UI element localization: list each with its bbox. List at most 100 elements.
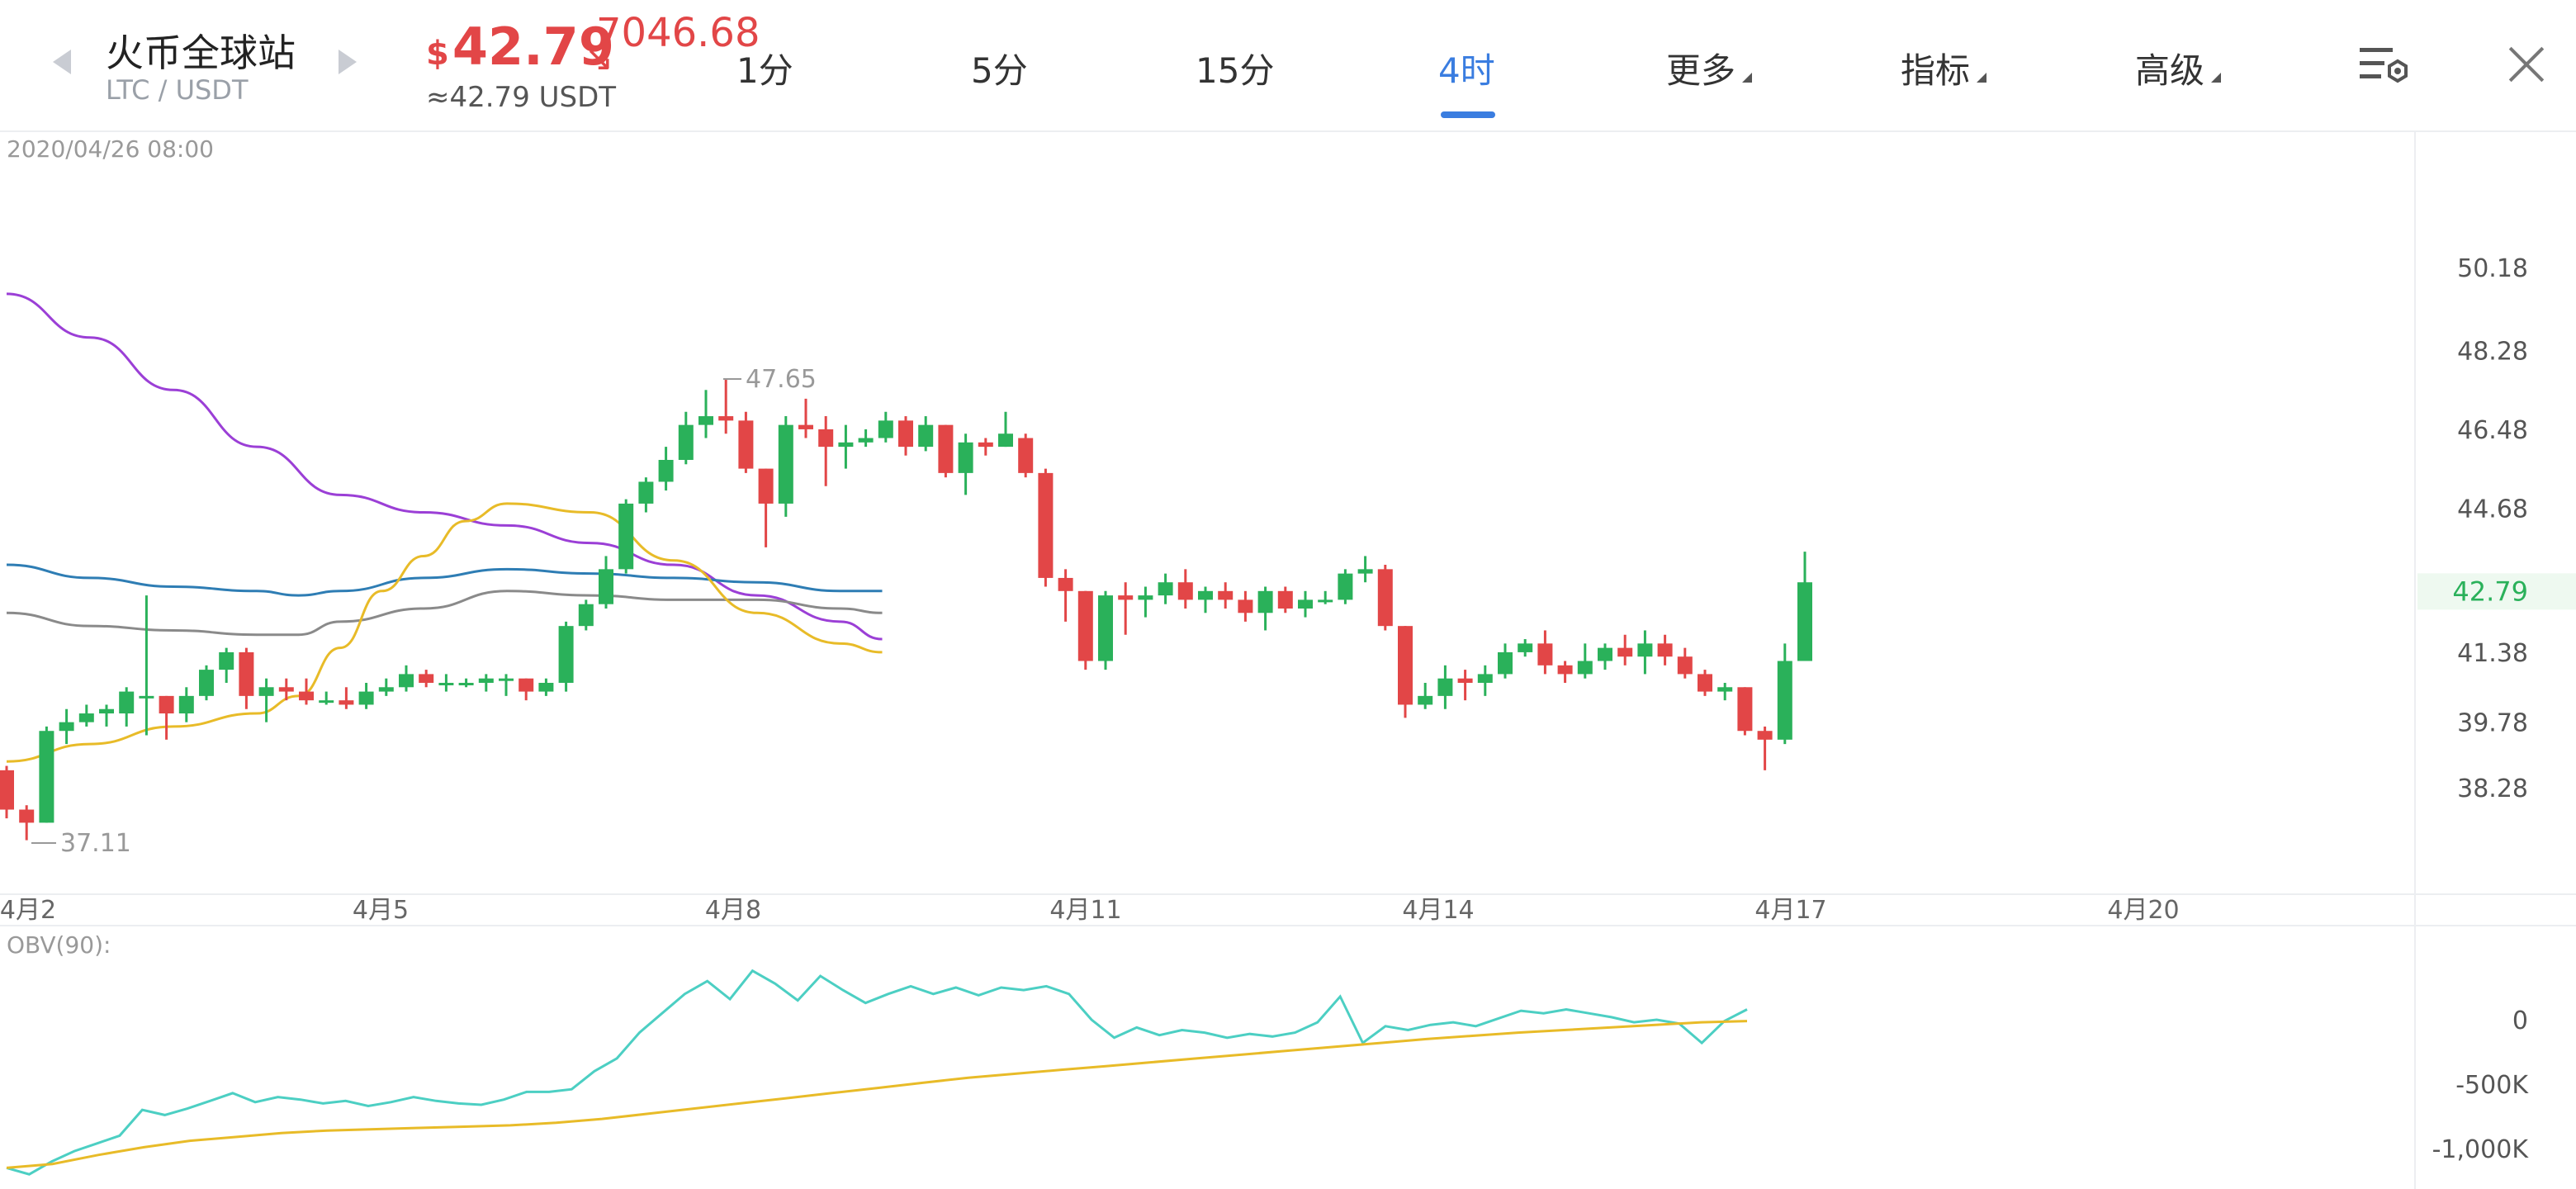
candle-body — [978, 442, 993, 448]
date-tick-label: 4月14 — [1402, 896, 1474, 925]
candle-body — [958, 442, 973, 473]
last-price-marker — [2417, 573, 2576, 610]
candle-body — [378, 687, 394, 692]
candle-body — [1357, 569, 1373, 574]
candle-body — [519, 678, 534, 692]
candle-body — [1238, 599, 1253, 613]
ma-line-2 — [6, 590, 883, 637]
current-price: $42.79 — [426, 17, 614, 77]
candle-body — [319, 700, 334, 703]
price-tick-label: 46.48 — [2457, 416, 2528, 445]
candle-body — [1198, 590, 1213, 600]
candle-body — [838, 442, 854, 448]
candle-body — [239, 651, 254, 696]
candle-body — [358, 691, 374, 705]
candle-body — [1737, 687, 1753, 732]
candle-body — [558, 626, 574, 683]
candle-body — [199, 670, 214, 696]
candle-body — [678, 424, 694, 460]
candle-body — [59, 722, 74, 732]
obv-line-0 — [6, 969, 1748, 1176]
candle-body — [1018, 438, 1034, 473]
price-currency: $ — [426, 35, 449, 73]
date-tick-label: 4月17 — [1754, 896, 1826, 925]
candle-body — [78, 713, 94, 722]
price-down-icon: ↘ — [585, 38, 614, 78]
price-tick-label: 39.78 — [2457, 709, 2528, 738]
candle-body — [1717, 687, 1733, 692]
price-tick-label: 41.38 — [2457, 639, 2528, 668]
candle-body — [1077, 590, 1093, 661]
candle-body — [858, 438, 874, 443]
tab-4h[interactable]: 4时 — [1438, 50, 1495, 91]
candle-body — [1557, 665, 1573, 675]
ma-line-3 — [6, 502, 883, 763]
candle-body — [1177, 582, 1193, 600]
chart-settings-icon[interactable] — [2358, 43, 2411, 89]
candle-body — [878, 420, 893, 438]
prev-pair-arrow-icon[interactable] — [53, 50, 71, 74]
candle-body — [1098, 595, 1113, 661]
candle-body — [1058, 577, 1073, 591]
candle-body — [139, 695, 154, 699]
ma-line-0 — [6, 292, 883, 641]
candle-body — [778, 424, 793, 504]
candle-body — [1398, 626, 1413, 705]
date-tick-label: 4月8 — [705, 896, 761, 925]
last-price-label: 42.79 — [2452, 576, 2528, 607]
header-divider — [0, 130, 2576, 132]
max-price-label: 47.65 — [746, 365, 817, 394]
candle-body — [658, 459, 674, 482]
candle-body — [438, 682, 454, 685]
tab-15m[interactable]: 15分 — [1196, 50, 1275, 91]
candle-body — [1338, 573, 1353, 600]
candle-body — [219, 651, 234, 670]
candle-body — [738, 420, 754, 469]
obv-title: OBV(90): — [7, 931, 111, 959]
min-price-label: 37.11 — [60, 829, 131, 858]
tab-indicators[interactable]: 指标 — [1901, 50, 1971, 91]
active-tab-indicator — [1441, 111, 1495, 118]
candle-body — [1038, 472, 1054, 578]
price-tick-label: 44.68 — [2457, 495, 2528, 523]
candle-body — [1118, 595, 1134, 600]
candle-body — [1577, 661, 1593, 675]
candle-body — [698, 416, 713, 425]
candle-body — [1657, 643, 1673, 657]
tab-1m[interactable]: 1分 — [736, 50, 793, 91]
price-value: 42.79 — [452, 17, 614, 77]
candle-body — [718, 416, 734, 421]
chart-timestamp: 2020/04/26 08:00 — [7, 135, 214, 163]
tab-advanced[interactable]: 高级 — [2135, 50, 2205, 91]
candle-body — [538, 682, 554, 692]
candle-body — [599, 569, 613, 604]
candle-body — [1698, 674, 1712, 692]
price-tick-label: 38.28 — [2457, 775, 2528, 803]
candle-body — [938, 424, 954, 473]
candle-body — [499, 678, 514, 681]
indicators-caret-icon — [1977, 73, 1986, 83]
candle-body — [638, 481, 654, 504]
candle-body — [1418, 695, 1433, 705]
candle-body — [478, 678, 494, 683]
header-bar: 火币全球站 LTC / USDT $42.79 ↘ 7046.68 ≈42.79… — [0, 0, 2576, 130]
candle-body — [1777, 661, 1792, 740]
candle-body — [159, 695, 174, 714]
price-axis-divider — [2414, 130, 2416, 1189]
candle-body — [1377, 569, 1393, 627]
obv-line-1 — [6, 1020, 1748, 1169]
obv-tick-label: -1,000K — [2432, 1135, 2530, 1164]
candle-body — [1457, 678, 1473, 683]
candle-body — [278, 687, 294, 692]
candle-body — [1298, 599, 1313, 609]
next-pair-arrow-icon[interactable] — [339, 50, 357, 74]
tab-more[interactable]: 更多 — [1666, 50, 1736, 91]
candle-body — [1218, 590, 1234, 600]
candle-body — [1138, 595, 1153, 600]
candle-body — [1757, 731, 1773, 740]
candle-body — [99, 708, 114, 714]
candle-body — [1617, 647, 1633, 657]
candle-body — [798, 424, 813, 429]
tab-5m[interactable]: 5分 — [971, 50, 1028, 91]
